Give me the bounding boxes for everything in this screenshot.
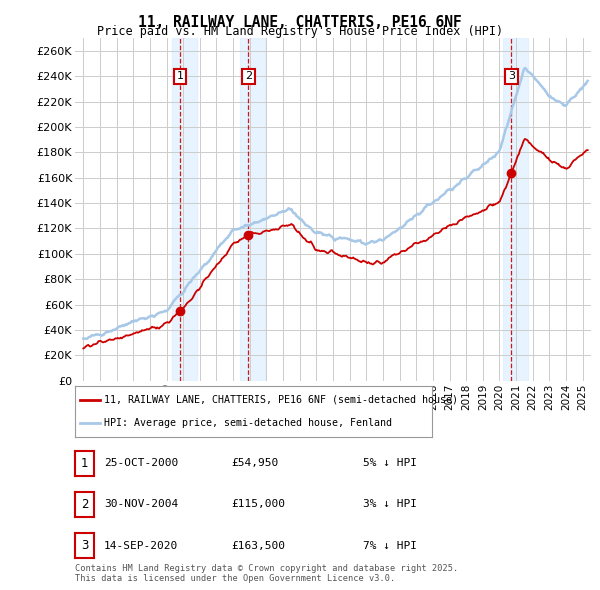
Text: £115,000: £115,000 — [231, 500, 285, 509]
Bar — [240, 38, 265, 381]
Text: 5% ↓ HPI: 5% ↓ HPI — [363, 458, 417, 468]
Text: 2: 2 — [81, 498, 88, 511]
Text: 3: 3 — [81, 539, 88, 552]
Text: 30-NOV-2004: 30-NOV-2004 — [104, 500, 178, 509]
Text: 11, RAILWAY LANE, CHATTERIS, PE16 6NF: 11, RAILWAY LANE, CHATTERIS, PE16 6NF — [138, 15, 462, 30]
Text: 3: 3 — [508, 71, 515, 81]
Text: 11, RAILWAY LANE, CHATTERIS, PE16 6NF (semi-detached house): 11, RAILWAY LANE, CHATTERIS, PE16 6NF (s… — [104, 395, 458, 405]
Text: 25-OCT-2000: 25-OCT-2000 — [104, 458, 178, 468]
Text: 2: 2 — [245, 71, 252, 81]
Bar — [503, 38, 528, 381]
Text: 7% ↓ HPI: 7% ↓ HPI — [363, 541, 417, 550]
Text: HPI: Average price, semi-detached house, Fenland: HPI: Average price, semi-detached house,… — [104, 418, 392, 428]
Bar — [172, 38, 197, 381]
Text: £163,500: £163,500 — [231, 541, 285, 550]
Text: 1: 1 — [176, 71, 184, 81]
Text: £54,950: £54,950 — [231, 458, 278, 468]
Text: Contains HM Land Registry data © Crown copyright and database right 2025.
This d: Contains HM Land Registry data © Crown c… — [75, 563, 458, 583]
Text: 14-SEP-2020: 14-SEP-2020 — [104, 541, 178, 550]
Text: Price paid vs. HM Land Registry's House Price Index (HPI): Price paid vs. HM Land Registry's House … — [97, 25, 503, 38]
Text: 3% ↓ HPI: 3% ↓ HPI — [363, 500, 417, 509]
Text: 1: 1 — [81, 457, 88, 470]
